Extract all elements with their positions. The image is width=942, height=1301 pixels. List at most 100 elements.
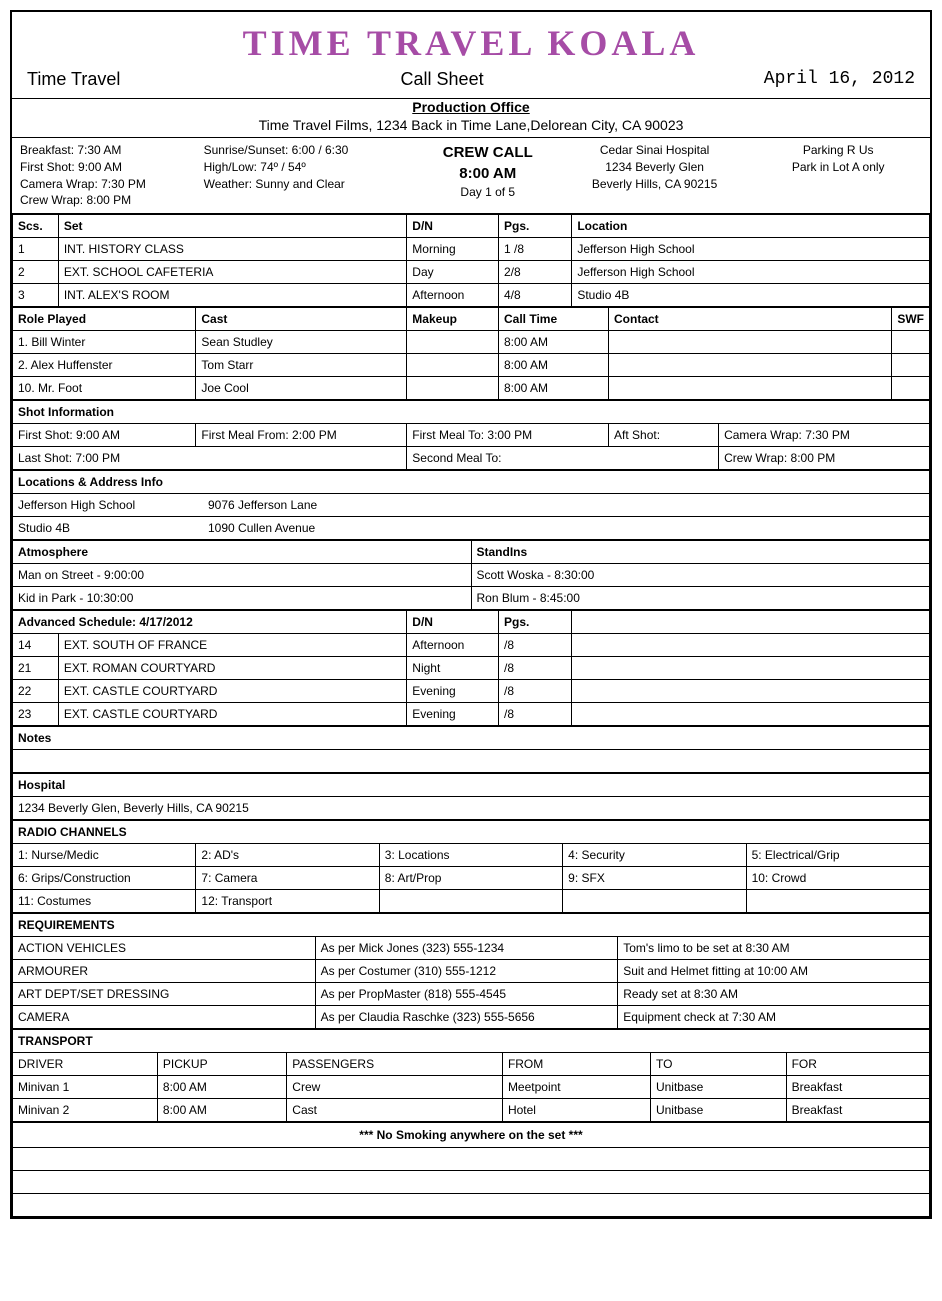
hospital-addr1: 1234 Beverly Glen (571, 159, 739, 176)
cell (572, 634, 930, 657)
cast-col-calltime: Call Time (498, 308, 608, 331)
shot-cell: Camera Wrap: 7:30 PM (719, 424, 930, 447)
cell: Equipment check at 7:30 AM (618, 1006, 930, 1029)
shot-cell: First Meal From: 2:00 PM (196, 424, 407, 447)
high-low: High/Low: 74º / 54º (204, 159, 405, 176)
cell: Sean Studley (196, 331, 407, 354)
cell: Day (407, 261, 499, 284)
cell: Studio 4B1090 Cullen Avenue (13, 517, 930, 540)
cell (572, 657, 930, 680)
breakfast-time: Breakfast: 7:30 AM (20, 142, 188, 159)
hospital-label: Hospital (13, 774, 930, 797)
cell: Evening (407, 680, 499, 703)
cell: 2/8 (498, 261, 571, 284)
scenes-table: Scs. Set D/N Pgs. Location 1INT. HISTORY… (12, 214, 930, 307)
weather-col: Sunrise/Sunset: 6:00 / 6:30 High/Low: 74… (196, 138, 413, 213)
cell: 21 (13, 657, 59, 680)
cell: Jefferson High School (572, 261, 930, 284)
cell: Kid in Park - 10:30:00 (13, 587, 472, 610)
shot-label: Shot Information (13, 401, 930, 424)
crewcall-time: 8:00 AM (421, 163, 555, 184)
cell: /8 (498, 680, 571, 703)
cell: 2. Alex Huffenster (13, 354, 196, 377)
cell: As per Costumer (310) 555-1212 (315, 960, 618, 983)
shot-row-2: Last Shot: 7:00 PM Second Meal To: Crew … (13, 447, 930, 470)
transport-header-cell: PICKUP (157, 1053, 286, 1076)
scenes-col-loc: Location (572, 215, 930, 238)
table-row: Kid in Park - 10:30:00Ron Blum - 8:45:00 (13, 587, 930, 610)
cell: Jefferson High School (572, 238, 930, 261)
scenes-col-pgs: Pgs. (498, 215, 571, 238)
footer-note: *** No Smoking anywhere on the set *** (13, 1123, 930, 1148)
adv-pgs: Pgs. (498, 611, 571, 634)
cell (609, 377, 892, 400)
cell (407, 331, 499, 354)
cell (407, 354, 499, 377)
notes-empty (13, 750, 930, 773)
transport-header-cell: FROM (502, 1053, 650, 1076)
atmos-table: Atmosphere StandIns Man on Street - 9:00… (12, 540, 930, 610)
cell: Afternoon (407, 284, 499, 307)
table-row: Jefferson High School9076 Jefferson Lane (13, 494, 930, 517)
transport-header-cell: DRIVER (13, 1053, 158, 1076)
cell: Tom Starr (196, 354, 407, 377)
cell: /8 (498, 657, 571, 680)
cell: 2 (13, 261, 59, 284)
cell: /8 (498, 703, 571, 726)
shot-cell: Last Shot: 7:00 PM (13, 447, 407, 470)
cell: ART DEPT/SET DRESSING (13, 983, 316, 1006)
cast-col-cast: Cast (196, 308, 407, 331)
cell: Man on Street - 9:00:00 (13, 564, 472, 587)
cast-col-swf: SWF (892, 308, 930, 331)
cell: Night (407, 657, 499, 680)
cell: CAMERA (13, 1006, 316, 1029)
cell: Minivan 2 (13, 1099, 158, 1122)
table-row: 1INT. HISTORY CLASSMorning1 /8Jefferson … (13, 238, 930, 261)
cell: EXT. SOUTH OF FRANCE (58, 634, 406, 657)
table-row: Studio 4B1090 Cullen Avenue (13, 517, 930, 540)
cell: As per PropMaster (818) 555-4545 (315, 983, 618, 1006)
info-block: Breakfast: 7:30 AM First Shot: 9:00 AM C… (12, 137, 930, 214)
cell: Meetpoint (502, 1076, 650, 1099)
hospital-name: Cedar Sinai Hospital (571, 142, 739, 159)
hospital-addr2: Beverly Hills, CA 90215 (571, 176, 739, 193)
table-row: 22EXT. CASTLE COURTYARDEvening/8 (13, 680, 930, 703)
cell: As per Claudia Raschke (323) 555-5656 (315, 1006, 618, 1029)
cell (572, 680, 930, 703)
scenes-col-set: Set (58, 215, 406, 238)
table-row: 23EXT. CASTLE COURTYARDEvening/8 (13, 703, 930, 726)
cell (609, 354, 892, 377)
radio-cell: 8: Art/Prop (379, 867, 562, 890)
scenes-header: Scs. Set D/N Pgs. Location (13, 215, 930, 238)
cell: Breakfast (786, 1076, 929, 1099)
cast-header: Role Played Cast Makeup Call Time Contac… (13, 308, 930, 331)
radio-cell (563, 890, 746, 913)
cell: Unitbase (650, 1099, 786, 1122)
sunrise-sunset: Sunrise/Sunset: 6:00 / 6:30 (204, 142, 405, 159)
cell: Joe Cool (196, 377, 407, 400)
table-row: 2. Alex HuffensterTom Starr 8:00 AM (13, 354, 930, 377)
cell: Tom's limo to be set at 8:30 AM (618, 937, 930, 960)
cell: 8:00 AM (498, 377, 608, 400)
notes-label: Notes (13, 727, 930, 750)
cell: 1 (13, 238, 59, 261)
adv-table: Advanced Schedule: 4/17/2012 D/N Pgs. 14… (12, 610, 930, 726)
transport-header-cell: PASSENGERS (287, 1053, 503, 1076)
hospital-col: Cedar Sinai Hospital 1234 Beverly Glen B… (563, 138, 747, 213)
radio-cell: 11: Costumes (13, 890, 196, 913)
cell: 4/8 (498, 284, 571, 307)
cell: 8:00 AM (498, 354, 608, 377)
table-row: ARMOURERAs per Costumer (310) 555-1212Su… (13, 960, 930, 983)
notes-table: Notes (12, 726, 930, 773)
radio-cell: 5: Electrical/Grip (746, 844, 929, 867)
shot-row-1: First Shot: 9:00 AM First Meal From: 2:0… (13, 424, 930, 447)
table-row: Man on Street - 9:00:00Scott Woska - 8:3… (13, 564, 930, 587)
cast-col-makeup: Makeup (407, 308, 499, 331)
table-row: Minivan 18:00 AMCrewMeetpointUnitbaseBre… (13, 1076, 930, 1099)
cell: Afternoon (407, 634, 499, 657)
cell: INT. ALEX'S ROOM (58, 284, 406, 307)
cell: Minivan 1 (13, 1076, 158, 1099)
req-table: REQUIREMENTS ACTION VEHICLESAs per Mick … (12, 913, 930, 1029)
cell: 1. Bill Winter (13, 331, 196, 354)
shot-cell: First Meal To: 3:00 PM (407, 424, 609, 447)
